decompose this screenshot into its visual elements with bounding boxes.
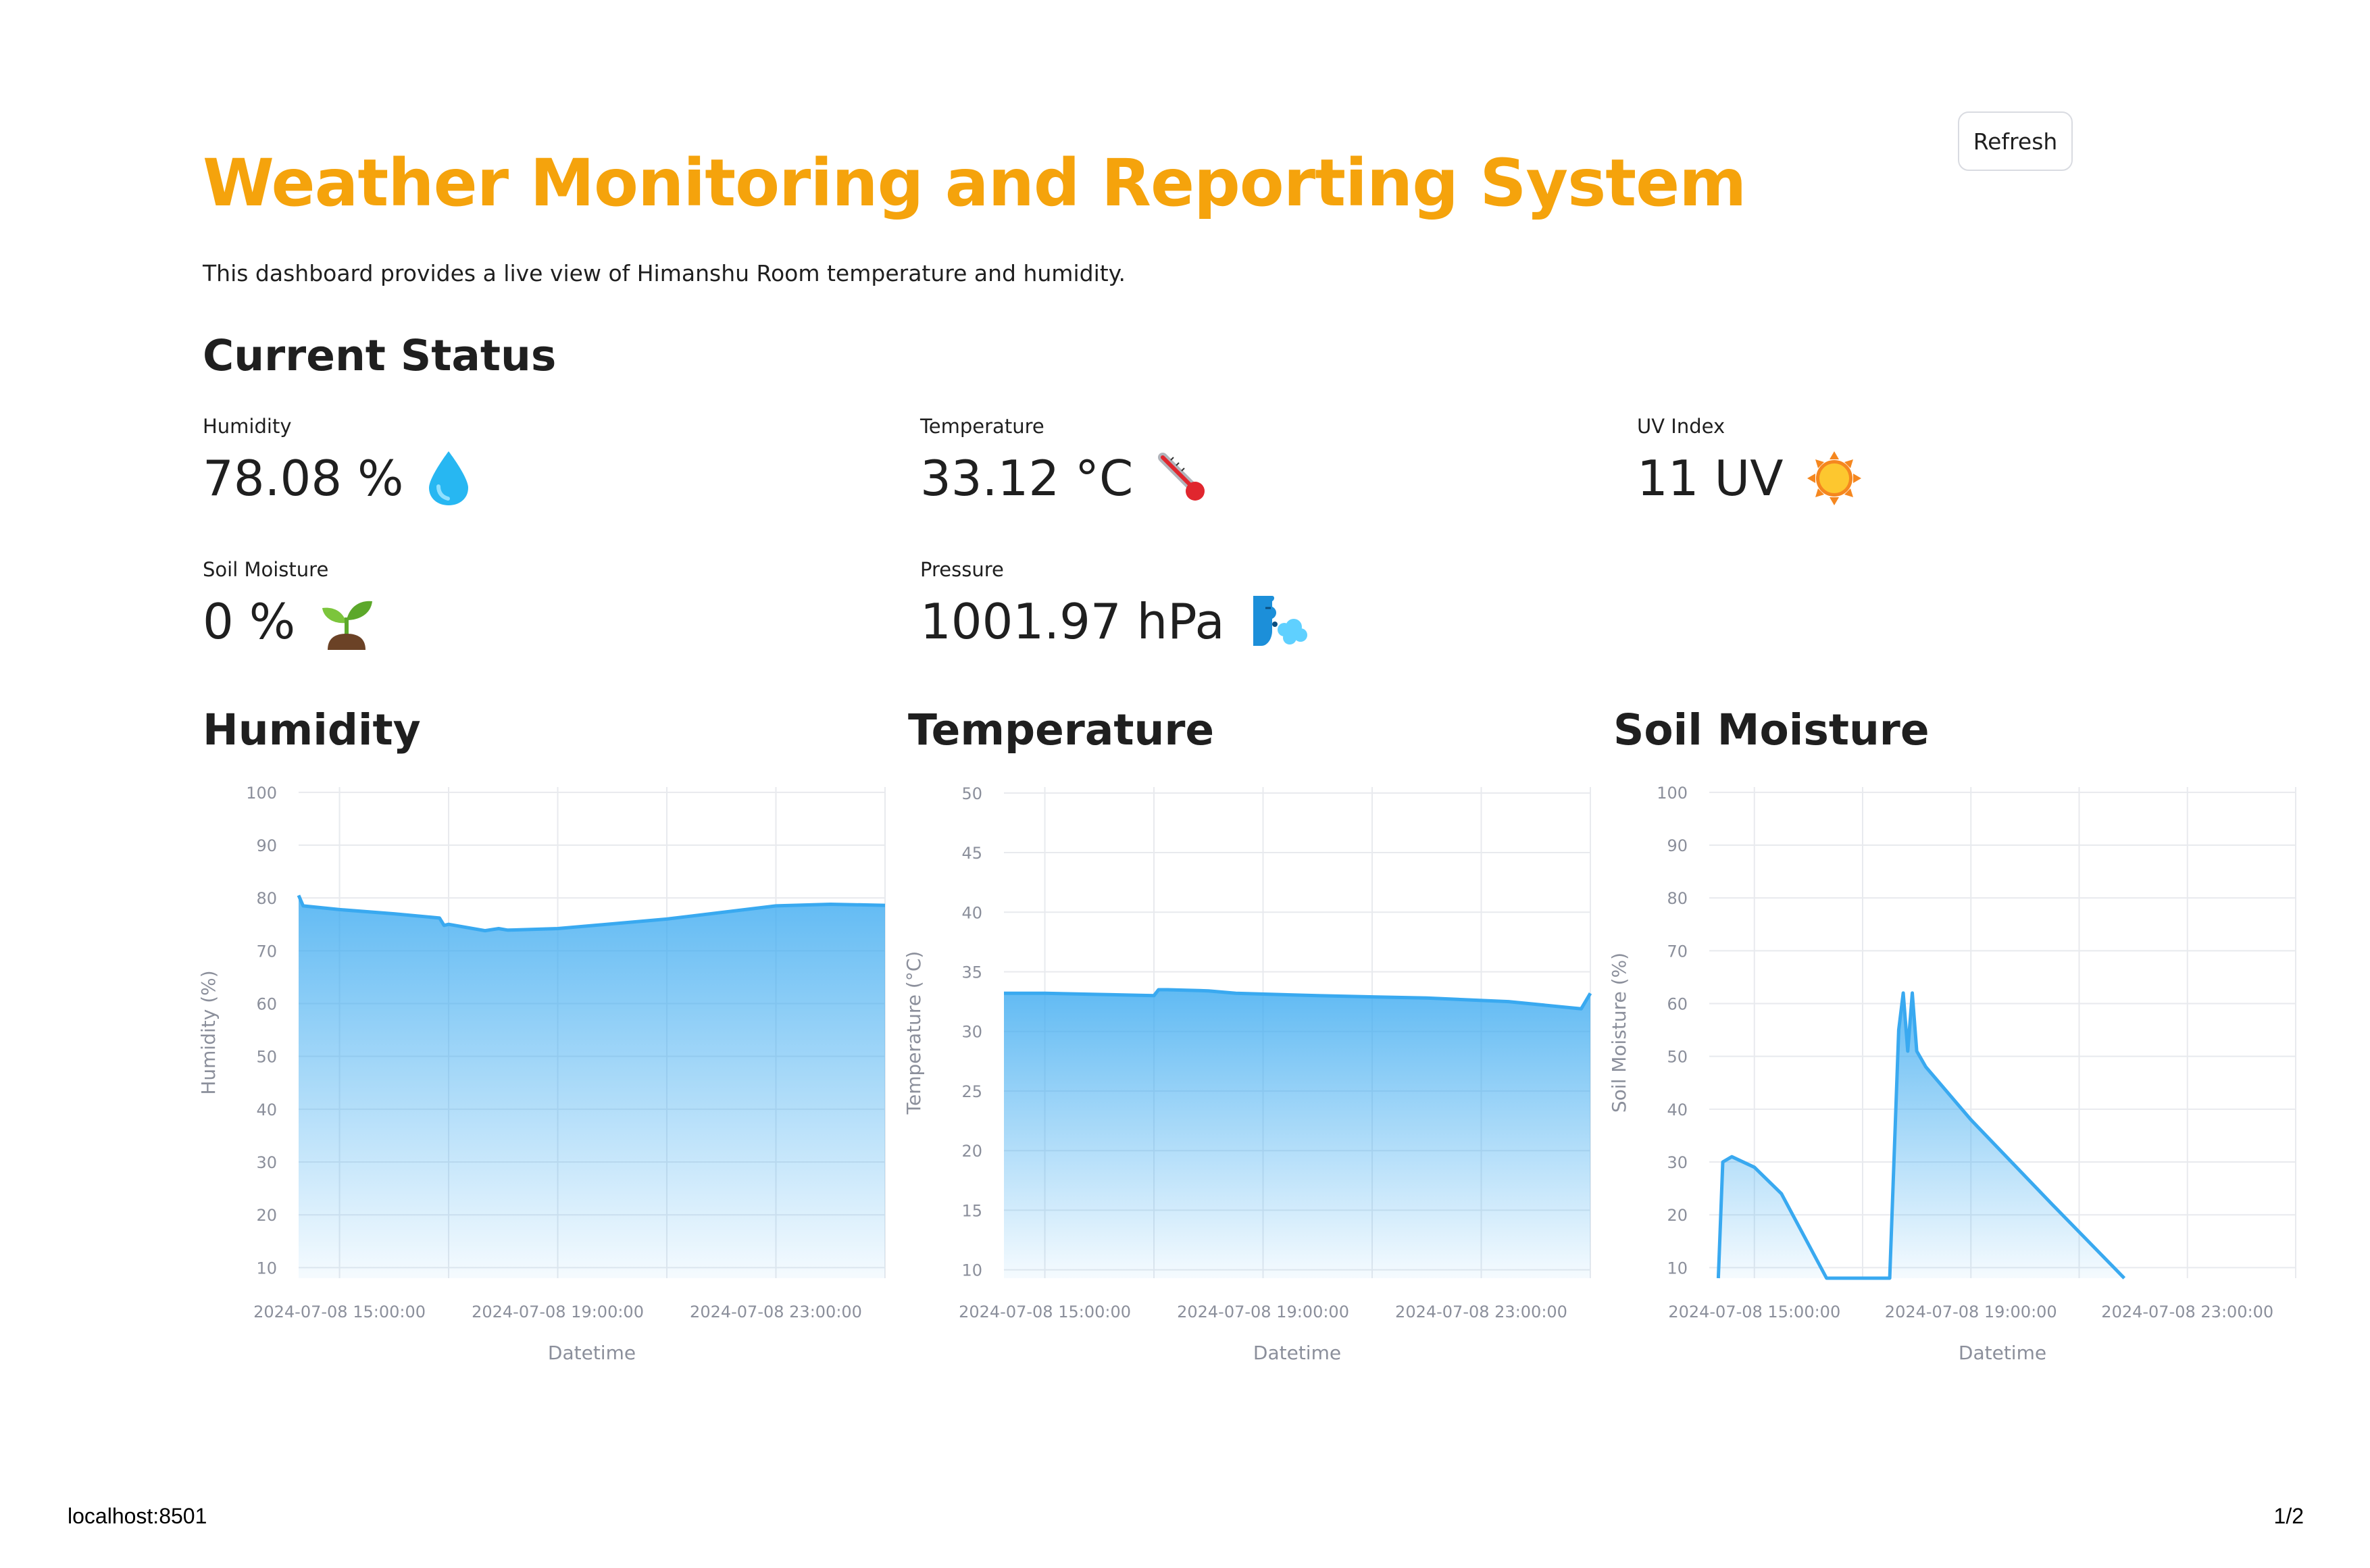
metric-humidity: Humidity 78.08 % <box>203 415 471 507</box>
y-tick-label: 60 <box>256 995 277 1014</box>
x-axis-label: Datetime <box>1253 1342 1341 1364</box>
x-tick-label: 2024-07-08 23:00:00 <box>1395 1303 1567 1321</box>
metric-value-row: 11 UV <box>1637 450 1863 507</box>
y-tick-label: 60 <box>1667 995 1688 1014</box>
y-tick-label: 50 <box>1667 1048 1688 1067</box>
y-axis-label: Soil Moisture (%) <box>1608 953 1630 1113</box>
y-tick-label: 90 <box>256 836 277 855</box>
metric-temperature: Temperature 33.12 °C <box>920 415 1209 507</box>
x-tick-label: 2024-07-08 19:00:00 <box>1177 1303 1349 1321</box>
humidity-chart[interactable]: 100 90 80 70 60 50 40 30 20 10 2024-07-08 15:00:00… <box>196 777 895 1385</box>
metric-uv-index: UV Index 11 UV <box>1637 415 1863 507</box>
metric-value-row: 1001.97 hPa <box>920 593 1309 650</box>
x-tick-label: 2024-07-08 19:00:00 <box>472 1303 644 1321</box>
x-tick-label: 2024-07-08 23:00:00 <box>2101 1303 2273 1321</box>
water-drop-icon <box>426 450 471 507</box>
thermometer-icon <box>1156 452 1209 505</box>
x-tick-label: 2024-07-08 15:00:00 <box>959 1303 1131 1321</box>
metric-soil-moisture: Soil Moisture 0 % <box>203 558 375 650</box>
intro-text: This dashboard provides a live view of H… <box>203 260 1126 286</box>
x-tick-label: 2024-07-08 19:00:00 <box>1885 1303 2057 1321</box>
metric-value: 33.12 °C <box>920 450 1134 507</box>
y-tick-label: 10 <box>961 1261 982 1280</box>
series-line <box>1716 991 2126 1280</box>
y-tick-label: 100 <box>1657 784 1688 803</box>
y-tick-label: 100 <box>246 784 277 803</box>
y-tick-label: 30 <box>961 1023 982 1042</box>
page-title: Weather Monitoring and Reporting System <box>203 145 1746 221</box>
metric-label: UV Index <box>1637 415 1725 438</box>
soil-moisture-chart[interactable]: 100 90 80 70 60 50 40 30 20 10 2024-07-08 15:00:00… <box>1607 777 2306 1385</box>
y-tick-label: 70 <box>256 942 277 961</box>
y-tick-label: 20 <box>1667 1206 1688 1225</box>
y-tick-label: 40 <box>256 1101 277 1119</box>
y-tick-label: 80 <box>256 889 277 908</box>
y-tick-label: 25 <box>961 1082 982 1101</box>
humidity-chart-heading: Humidity <box>203 705 421 755</box>
y-tick-label: 80 <box>1667 889 1688 908</box>
y-tick-label: 70 <box>1667 942 1688 961</box>
current-status-heading: Current Status <box>203 331 557 380</box>
y-tick-label: 40 <box>961 903 982 922</box>
metric-label: Humidity <box>203 415 292 438</box>
metric-label: Pressure <box>920 558 1004 581</box>
y-tick-label: 40 <box>1667 1101 1688 1119</box>
temperature-chart-heading: Temperature <box>908 705 1215 755</box>
series-area <box>1004 990 1590 1278</box>
y-tick-label: 20 <box>961 1142 982 1161</box>
y-tick-label: 45 <box>961 844 982 863</box>
series-line <box>297 894 886 933</box>
metric-value-row: 0 % <box>203 593 375 650</box>
series-area <box>299 895 885 1278</box>
footer-url: localhost:8501 <box>68 1504 207 1528</box>
y-tick-label: 10 <box>1667 1259 1688 1278</box>
temperature-chart[interactable]: 50 45 40 35 30 25 20 15 10 2024-07-08 15:00:00 202… <box>901 777 1600 1385</box>
x-axis-label: Datetime <box>548 1342 636 1364</box>
series-area <box>1718 992 2125 1278</box>
metric-value-row: 33.12 °C <box>920 450 1209 507</box>
seedling-icon <box>318 593 375 650</box>
y-tick-label: 20 <box>256 1206 277 1225</box>
sun-icon <box>1806 450 1863 507</box>
metric-label: Temperature <box>920 415 1044 438</box>
y-tick-label: 50 <box>961 784 982 803</box>
metric-pressure: Pressure 1001.97 hPa <box>920 558 1309 650</box>
refresh-button[interactable]: Refresh <box>1958 111 2073 171</box>
x-axis-label: Datetime <box>1959 1342 2046 1364</box>
x-tick-label: 2024-07-08 15:00:00 <box>1668 1303 1840 1321</box>
series-line <box>1004 988 1592 1011</box>
metric-value: 11 UV <box>1637 450 1784 507</box>
footer-page-number: 1/2 <box>2273 1504 2304 1528</box>
metric-value-row: 78.08 % <box>203 450 471 507</box>
x-tick-label: 2024-07-08 23:00:00 <box>690 1303 862 1321</box>
y-tick-label: 30 <box>1667 1153 1688 1172</box>
y-tick-label: 15 <box>961 1201 982 1220</box>
y-tick-label: 10 <box>256 1259 277 1278</box>
metric-value: 0 % <box>203 593 296 650</box>
y-tick-label: 50 <box>256 1048 277 1067</box>
metric-label: Soil Moisture <box>203 558 329 581</box>
x-tick-label: 2024-07-08 15:00:00 <box>253 1303 426 1321</box>
y-axis-label: Humidity (%) <box>197 970 220 1094</box>
metric-value: 1001.97 hPa <box>920 593 1225 650</box>
y-tick-label: 90 <box>1667 836 1688 855</box>
y-axis-label: Temperature (°C) <box>903 951 925 1115</box>
metric-value: 78.08 % <box>203 450 404 507</box>
wind-face-icon <box>1248 593 1309 650</box>
y-tick-label: 35 <box>961 963 982 982</box>
y-tick-label: 30 <box>256 1153 277 1172</box>
soil-moisture-chart-heading: Soil Moisture <box>1613 705 1930 755</box>
